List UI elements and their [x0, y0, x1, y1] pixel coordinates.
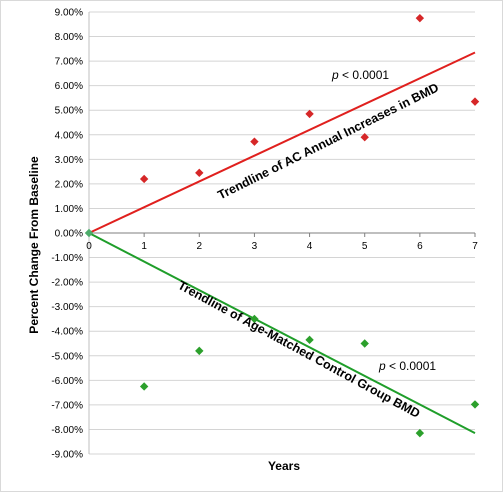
data-point [470, 400, 480, 409]
y-tick-label: -5.00% [51, 351, 83, 362]
y-tick-label: 3.00% [55, 155, 83, 166]
y-tick-label: 7.00% [55, 57, 83, 68]
bottom-p-value: p < 0.0001 [378, 359, 436, 373]
data-point [195, 168, 204, 178]
y-tick-label: 8.00% [55, 32, 83, 43]
y-tick-label: 1.00% [55, 204, 83, 215]
y-tick-label: -6.00% [51, 376, 83, 387]
y-tick-labels: 9.00% 8.00% 7.00% 6.00% 5.00% 4.00% 3.00% 2.00%… [51, 8, 83, 461]
y-tick-label: -7.00% [51, 400, 83, 411]
data-point [250, 137, 259, 146]
top-p-text: < 0.0001 [339, 68, 390, 82]
x-axis-title: Years [268, 459, 300, 473]
data-point [360, 133, 369, 142]
bottom-p-text: < 0.0001 [386, 359, 437, 373]
y-tick-label: -3.00% [51, 302, 83, 313]
trendline [88, 51, 476, 234]
data-point [415, 13, 425, 23]
x-tick-label: 2 [197, 241, 203, 252]
y-tick-label: 5.00% [55, 106, 83, 117]
x-tick-label: 4 [307, 241, 313, 252]
bottom-p-symbol: p [378, 359, 386, 373]
data-point [470, 97, 480, 106]
x-tick-label: 1 [141, 241, 147, 252]
y-tick-label: 4.00% [55, 130, 83, 141]
data-points [84, 13, 480, 438]
y-tick-label: -9.00% [51, 450, 83, 461]
data-point [139, 174, 149, 184]
grid-lines [88, 11, 475, 455]
data-point [305, 335, 314, 345]
top-p-value: p < 0.0001 [331, 68, 389, 82]
x-axis [88, 232, 476, 237]
x-tick-label: 0 [86, 241, 92, 252]
y-tick-label: -8.00% [51, 425, 83, 436]
y-tick-label: 2.00% [55, 179, 83, 190]
x-tick-label: 7 [472, 241, 478, 252]
data-point [415, 428, 425, 438]
x-tick-label: 5 [362, 241, 368, 252]
y-tick-label: 0.00% [55, 229, 83, 240]
data-point [139, 382, 149, 391]
x-tick-label: 3 [252, 241, 258, 252]
data-point [195, 346, 204, 356]
trendline [88, 232, 476, 435]
y-tick-label: 9.00% [55, 8, 83, 19]
x-tick-labels: 0 1 2 3 4 5 6 7 [86, 241, 478, 252]
y-tick-label: -2.00% [51, 278, 83, 289]
top-p-symbol: p [331, 68, 339, 82]
trendlines [88, 51, 476, 435]
bottom-trendline-label: Trendline of Age-Matched Control Group B… [176, 278, 423, 421]
data-point [360, 339, 369, 348]
data-point [84, 228, 94, 238]
y-tick-label: 6.00% [55, 81, 83, 92]
data-point [305, 109, 314, 119]
y-axis-title: Percent Change From Baseline [27, 156, 41, 334]
x-tick-label: 6 [417, 241, 423, 252]
y-tick-label: -1.00% [51, 253, 83, 264]
y-tick-label: -4.00% [51, 327, 83, 338]
data-point [250, 314, 259, 324]
